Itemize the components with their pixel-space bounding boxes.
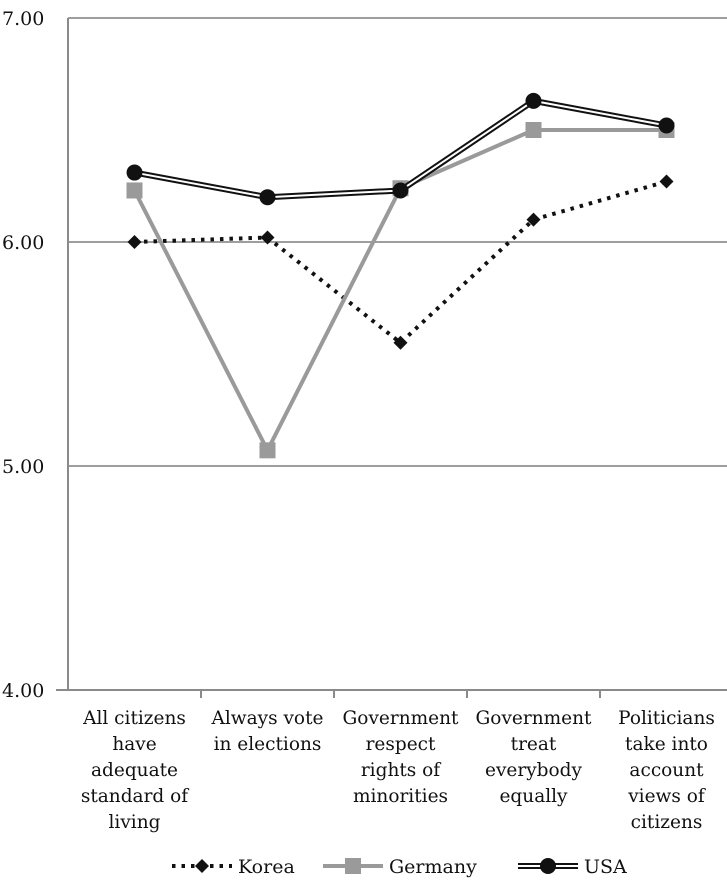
- series-germany: [126, 122, 675, 459]
- legend-marker-korea: [195, 859, 209, 873]
- data-point-korea: [260, 230, 275, 245]
- gridlines: [68, 17, 727, 467]
- series-layer: [126, 92, 675, 459]
- legend-item-germany: Germany: [323, 856, 477, 878]
- x-category-label: take into: [625, 734, 708, 755]
- x-category-label: adequate: [91, 760, 178, 781]
- x-category-label: All citizens: [82, 708, 186, 729]
- legend-item-usa: USA: [518, 856, 627, 878]
- legend-label: USA: [584, 856, 627, 878]
- y-tick-label: 7.00: [2, 8, 44, 30]
- data-point-usa: [525, 92, 542, 109]
- x-category-label: everybody: [485, 760, 582, 781]
- x-category-label: views of: [627, 786, 706, 807]
- legend-label: Germany: [389, 856, 477, 878]
- x-category-label: rights of: [361, 760, 441, 781]
- series-korea: [127, 174, 674, 350]
- data-point-germany: [126, 182, 143, 199]
- x-category-label: Government: [343, 708, 459, 729]
- x-category-label: standard of: [81, 786, 189, 807]
- legend: Korea Germany USA: [172, 856, 627, 878]
- y-tick-label: 5.00: [2, 456, 44, 478]
- data-point-usa: [658, 117, 675, 134]
- data-point-korea: [526, 212, 541, 227]
- legend-marker-germany: [345, 858, 361, 874]
- x-category-label: Politicians: [618, 708, 715, 729]
- data-point-korea: [393, 335, 408, 350]
- x-category-label: respect: [366, 734, 436, 755]
- data-point-usa: [259, 189, 276, 206]
- y-tick-label: 4.00: [2, 680, 44, 702]
- data-point-germany: [525, 122, 542, 138]
- x-category-label: equally: [499, 786, 568, 807]
- legend-label: Korea: [238, 856, 295, 878]
- x-axis-category-labels: All citizens have adequate standard of livin…: [81, 708, 715, 833]
- x-category-label: citizens: [631, 812, 703, 833]
- data-point-usa: [126, 164, 143, 181]
- data-point-korea: [127, 235, 142, 249]
- x-category-label: account: [629, 760, 704, 781]
- data-point-korea: [659, 174, 674, 189]
- x-category-label: Government: [476, 708, 592, 729]
- x-category-label: living: [109, 812, 161, 833]
- series-line-germany: [132, 128, 667, 453]
- x-category-label: have: [112, 734, 156, 755]
- axes: [56, 18, 727, 698]
- x-category-label: minorities: [353, 786, 448, 807]
- data-point-usa: [392, 182, 409, 199]
- y-tick-label: 6.00: [2, 232, 44, 254]
- legend-item-korea: Korea: [172, 856, 295, 878]
- x-category-label: in elections: [214, 734, 322, 755]
- x-category-label: Always vote: [211, 708, 324, 729]
- x-category-label: treat: [511, 734, 557, 755]
- legend-marker-usa: [540, 858, 556, 874]
- y-axis-tick-labels: 4.00 5.00 6.00 7.00: [2, 8, 44, 702]
- series-line-korea: [134, 179, 668, 346]
- series-usa: [126, 92, 675, 206]
- data-point-germany: [259, 442, 276, 459]
